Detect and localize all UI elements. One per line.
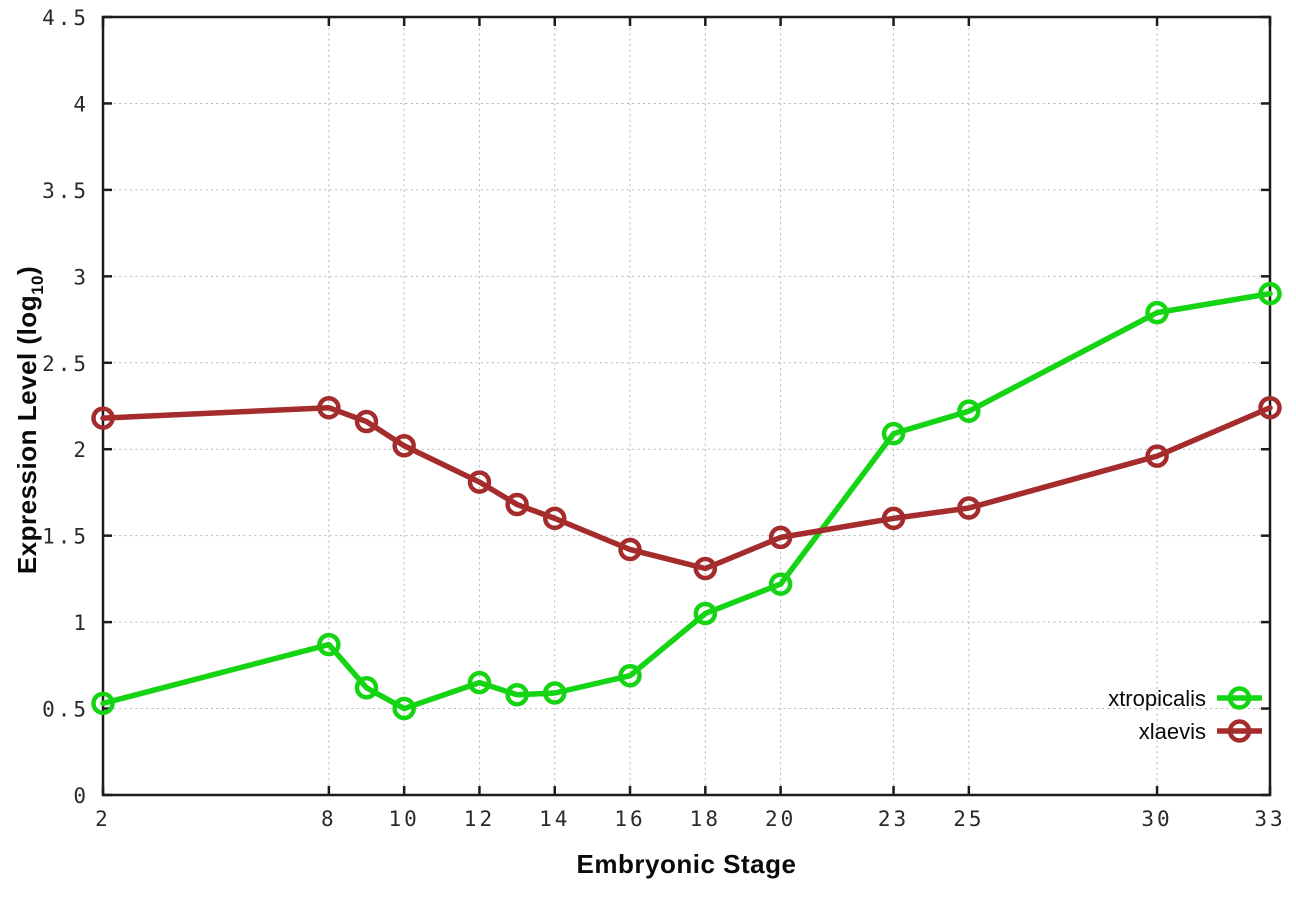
- data-point: [618, 537, 642, 562]
- data-point: [1258, 281, 1282, 306]
- x-tick-label: 2: [95, 807, 111, 831]
- x-tick-label: 18: [690, 807, 721, 831]
- data-point: [618, 663, 642, 688]
- x-tick-label: 16: [614, 807, 645, 831]
- data-point: [392, 434, 416, 458]
- x-tick-label: 14: [539, 807, 570, 831]
- y-tick-label: 1: [73, 611, 89, 635]
- series-line-xlaevis: [100, 404, 1273, 572]
- data-point: [1145, 444, 1169, 468]
- tick-marks: [101, 15, 1272, 797]
- x-tick-label: 8: [321, 807, 337, 831]
- data-point: [1145, 300, 1169, 325]
- y-tick-label: 0: [73, 784, 89, 808]
- data-point: [542, 506, 567, 531]
- legend-label-xlaevis: xlaevis: [1139, 719, 1206, 744]
- data-point: [768, 572, 793, 596]
- data-point: [957, 399, 981, 423]
- data-point: [957, 496, 981, 520]
- x-tick-label: 30: [1141, 807, 1172, 831]
- y-tick-label: 4: [73, 92, 89, 116]
- y-tick-label: 1.5: [42, 525, 89, 549]
- data-point: [505, 492, 529, 517]
- x-tick-labels: 2 8 10 12 14 16 18 20 23 25 30 33: [95, 807, 1285, 831]
- y-axis-title: Expression Level (log10): [12, 266, 48, 574]
- y-axis-title-suffix: ): [12, 265, 42, 275]
- data-point: [317, 395, 341, 420]
- plot-border: [101, 15, 1272, 797]
- data-point: [542, 681, 567, 705]
- data-point: [354, 409, 379, 434]
- data-point: [91, 406, 115, 430]
- legend-marker-sample: [1227, 719, 1252, 743]
- data-point: [505, 682, 529, 707]
- series-line-xtropicalis: [100, 290, 1273, 712]
- data-point: [768, 525, 793, 550]
- x-tick-label: 12: [464, 807, 495, 831]
- data-point: [693, 601, 718, 626]
- legend-label-xtropicalis: xtropicalis: [1108, 686, 1206, 711]
- y-tick-label: 0.5: [42, 698, 89, 722]
- x-axis-title: Embryonic Stage: [576, 849, 797, 879]
- grid-lines: [102, 16, 1271, 796]
- y-tick-labels: 0 0.5 1 1.5 2 2.5 3 3.5 4 4.5: [42, 6, 89, 808]
- y-tick-label: 2.5: [42, 352, 89, 376]
- x-tick-label: 20: [765, 807, 796, 831]
- data-point: [693, 556, 718, 581]
- y-tick-label: 3: [73, 265, 89, 289]
- legend: xtropicalis xlaevis: [1108, 686, 1262, 744]
- data-point: [467, 470, 492, 494]
- data-point: [881, 506, 906, 531]
- x-tick-label: 23: [878, 807, 909, 831]
- y-axis-title-subscript: 10: [28, 275, 47, 295]
- y-tick-label: 2: [73, 438, 89, 462]
- x-tick-label: 33: [1254, 807, 1285, 831]
- y-tick-label: 4.5: [42, 6, 89, 30]
- data-point: [467, 670, 492, 695]
- legend-marker-sample: [1227, 686, 1252, 710]
- data-point: [392, 696, 416, 721]
- series-markers-xtropicalis: [91, 281, 1282, 721]
- data-point: [1258, 395, 1282, 420]
- y-tick-label: 3.5: [42, 179, 89, 203]
- x-tick-label: 25: [953, 807, 984, 831]
- data-point: [881, 421, 906, 446]
- data-point: [91, 691, 115, 716]
- data-point: [317, 632, 341, 657]
- y-axis-title-text: Expression Level (log: [12, 294, 42, 575]
- x-tick-label: 10: [389, 807, 420, 831]
- data-point: [354, 676, 379, 700]
- series-markers-xlaevis: [91, 395, 1282, 581]
